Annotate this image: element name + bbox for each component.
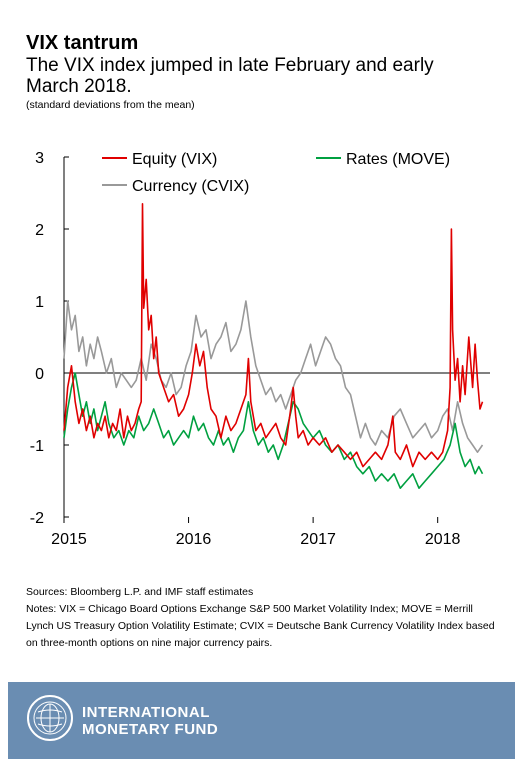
sources-text: Sources: Bloomberg L.P. and IMF staff es… bbox=[26, 586, 254, 598]
series-lines bbox=[63, 203, 484, 490]
imf-name-line1: INTERNATIONAL bbox=[82, 704, 210, 721]
legend-label: Rates (MOVE) bbox=[346, 151, 450, 168]
x-tick-label: 2018 bbox=[425, 531, 461, 548]
series-line-1 bbox=[63, 372, 484, 490]
notes-block: Sources: Bloomberg L.P. and IMF staff es… bbox=[26, 584, 496, 652]
x-tick-label: 2016 bbox=[176, 531, 212, 548]
imf-seal-icon bbox=[27, 695, 73, 741]
axes: -2 -1 0 1 2 3 2015 2016 2017 2018 bbox=[30, 150, 490, 548]
imf-footer: INTERNATIONAL MONETARY FUND bbox=[8, 682, 515, 759]
legend-label: Equity (VIX) bbox=[132, 151, 217, 168]
x-tick-label: 2015 bbox=[51, 531, 87, 548]
units-label: (standard deviations from the mean) bbox=[26, 99, 195, 111]
y-tick-label: -1 bbox=[30, 438, 44, 455]
y-tick-label: 0 bbox=[35, 366, 44, 383]
chart-title: VIX tantrum bbox=[26, 32, 139, 54]
chart-card bbox=[8, 0, 515, 759]
chart-subtitle: The VIX index jumped in late February an… bbox=[26, 55, 434, 97]
y-tick-label: -2 bbox=[30, 510, 44, 527]
notes-text: Notes: VIX = Chicago Board Options Excha… bbox=[26, 603, 495, 649]
legend: Equity (VIX) Rates (MOVE) Currency (CVIX) bbox=[102, 151, 450, 195]
y-tick-label: 2 bbox=[35, 222, 44, 239]
imf-name-line2: MONETARY FUND bbox=[82, 721, 219, 738]
x-tick-label: 2017 bbox=[300, 531, 336, 548]
imf-logo-text: INTERNATIONAL MONETARY FUND bbox=[82, 704, 218, 738]
series-line-2 bbox=[63, 300, 484, 454]
legend-label: Currency (CVIX) bbox=[132, 178, 249, 195]
line-chart: -2 -1 0 1 2 3 2015 2016 2017 2018 Equity (VIX) Rat… bbox=[30, 150, 490, 548]
y-tick-label: 1 bbox=[35, 294, 44, 311]
series-line-0 bbox=[63, 203, 484, 468]
y-tick-label: 3 bbox=[35, 150, 44, 167]
